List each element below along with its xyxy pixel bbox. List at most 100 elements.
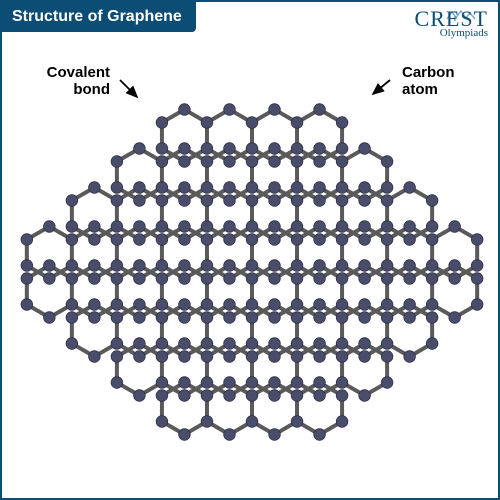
atom-label-line1: Carbon bbox=[402, 64, 455, 81]
carbon-atom bbox=[291, 351, 303, 363]
carbon-atom bbox=[156, 156, 168, 168]
carbon-atom bbox=[336, 195, 348, 207]
brand-logo: CREST Olympiads bbox=[415, 8, 488, 39]
carbon-atom bbox=[224, 143, 236, 155]
carbon-atom bbox=[314, 260, 326, 272]
carbon-atom bbox=[404, 182, 416, 194]
carbon-atom bbox=[156, 338, 168, 350]
carbon-atom bbox=[426, 234, 438, 246]
carbon-atom bbox=[381, 221, 393, 233]
carbon-atom bbox=[156, 221, 168, 233]
carbon-atom bbox=[156, 195, 168, 207]
carbon-atom bbox=[449, 260, 461, 272]
carbon-atom bbox=[336, 221, 348, 233]
carbon-atom bbox=[449, 221, 461, 233]
carbon-atom bbox=[201, 377, 213, 389]
carbon-atom bbox=[359, 351, 371, 363]
carbon-atom bbox=[134, 182, 146, 194]
carbon-atom bbox=[359, 273, 371, 285]
carbon-atom bbox=[314, 221, 326, 233]
carbon-atom bbox=[246, 377, 258, 389]
carbon-atom bbox=[246, 195, 258, 207]
carbon-atom bbox=[224, 390, 236, 402]
carbon-atom bbox=[291, 416, 303, 428]
carbon-atom bbox=[246, 117, 258, 129]
carbon-atom bbox=[201, 234, 213, 246]
carbon-atom bbox=[426, 299, 438, 311]
carbon-atom bbox=[89, 260, 101, 272]
carbon-atom bbox=[269, 182, 281, 194]
carbon-atom bbox=[359, 312, 371, 324]
carbon-atom bbox=[314, 104, 326, 116]
carbon-atom bbox=[471, 260, 483, 272]
carbon-atom bbox=[201, 338, 213, 350]
carbon-atom bbox=[21, 273, 33, 285]
carbon-atom bbox=[336, 117, 348, 129]
carbon-atom bbox=[269, 351, 281, 363]
carbon-atom bbox=[269, 260, 281, 272]
carbon-atom bbox=[224, 351, 236, 363]
carbon-atom bbox=[381, 377, 393, 389]
carbon-atom bbox=[314, 312, 326, 324]
carbon-atom bbox=[314, 338, 326, 350]
carbon-atom bbox=[44, 260, 56, 272]
carbon-atom bbox=[269, 234, 281, 246]
carbon-atom bbox=[381, 312, 393, 324]
carbon-atom bbox=[201, 221, 213, 233]
carbon-atom bbox=[246, 221, 258, 233]
carbon-atom bbox=[404, 273, 416, 285]
diagram-frame: Structure of Graphene CREST Olympiads Co… bbox=[0, 0, 500, 500]
carbon-atom bbox=[381, 182, 393, 194]
carbon-atom bbox=[134, 143, 146, 155]
carbon-atom bbox=[359, 338, 371, 350]
graphene-lattice bbox=[2, 42, 500, 500]
carbon-atom bbox=[449, 273, 461, 285]
carbon-atom bbox=[246, 182, 258, 194]
carbon-atom bbox=[426, 273, 438, 285]
carbon-atom bbox=[291, 234, 303, 246]
carbon-atom bbox=[426, 312, 438, 324]
carbon-atom bbox=[111, 273, 123, 285]
carbon-atom bbox=[246, 234, 258, 246]
carbon-atom bbox=[291, 338, 303, 350]
carbon-atom bbox=[336, 273, 348, 285]
carbon-atom bbox=[359, 299, 371, 311]
carbon-atom bbox=[381, 195, 393, 207]
carbon-atom bbox=[359, 234, 371, 246]
carbon-atom bbox=[381, 156, 393, 168]
carbon-atom bbox=[359, 182, 371, 194]
carbon-atom bbox=[156, 143, 168, 155]
carbon-atom bbox=[21, 234, 33, 246]
carbon-atom bbox=[111, 299, 123, 311]
carbon-atom bbox=[66, 338, 78, 350]
carbon-atom bbox=[156, 182, 168, 194]
carbon-atom bbox=[134, 351, 146, 363]
carbon-atom bbox=[111, 377, 123, 389]
carbon-atom bbox=[134, 273, 146, 285]
carbon-atom bbox=[179, 221, 191, 233]
carbon-atom bbox=[314, 351, 326, 363]
carbon-atom bbox=[269, 429, 281, 441]
carbon-atom bbox=[381, 351, 393, 363]
carbon-atom bbox=[89, 351, 101, 363]
carbon-atom bbox=[224, 273, 236, 285]
carbon-atom bbox=[179, 260, 191, 272]
carbon-atom bbox=[179, 143, 191, 155]
carbon-atom bbox=[314, 234, 326, 246]
carbon-atom bbox=[201, 416, 213, 428]
carbon-atom bbox=[111, 234, 123, 246]
carbon-atom bbox=[246, 143, 258, 155]
carbon-atom bbox=[156, 117, 168, 129]
carbon-atom bbox=[291, 312, 303, 324]
carbon-atom bbox=[134, 195, 146, 207]
carbon-atom bbox=[314, 377, 326, 389]
carbon-atom bbox=[156, 234, 168, 246]
carbon-atom bbox=[336, 260, 348, 272]
carbon-atom bbox=[179, 299, 191, 311]
carbon-atom bbox=[89, 221, 101, 233]
carbon-atom bbox=[179, 377, 191, 389]
carbon-atom bbox=[66, 273, 78, 285]
carbon-atom bbox=[134, 234, 146, 246]
carbon-atom bbox=[269, 390, 281, 402]
bond-label-arrow bbox=[120, 80, 137, 97]
